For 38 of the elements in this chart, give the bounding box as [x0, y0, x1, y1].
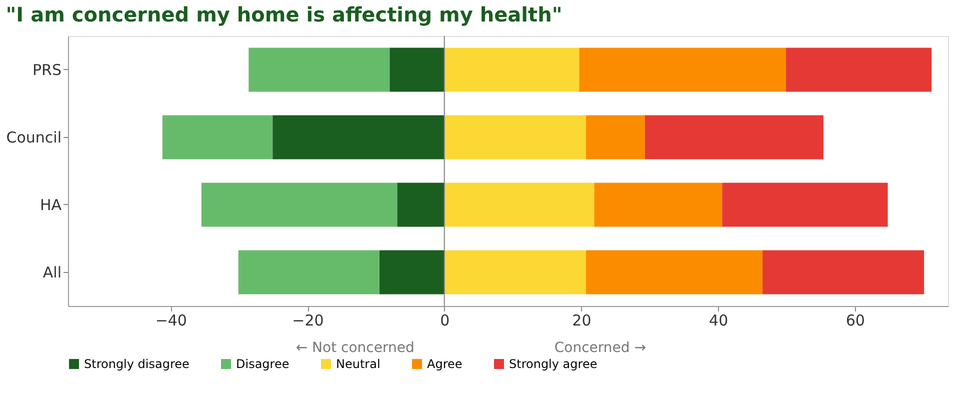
bar: [444, 48, 580, 92]
text: ← Not concerned: [296, 340, 414, 356]
bar: [379, 250, 444, 294]
chart-title: "I am concerned my home is affecting my health": [6, 2, 562, 26]
bar: [579, 48, 786, 92]
y-tick-label: All: [42, 263, 62, 282]
bar: [722, 182, 888, 227]
bar: [762, 250, 924, 294]
bar: [162, 115, 273, 160]
legend-label: Strongly agree: [509, 357, 598, 371]
y-tick-label: HA: [40, 196, 62, 214]
x-tick-label: 20: [572, 312, 592, 330]
bar: [586, 115, 645, 160]
x-tick-label: −40: [155, 312, 187, 330]
bar: [644, 115, 824, 160]
bar: [272, 115, 444, 160]
bar: [444, 182, 594, 227]
bar: [594, 182, 722, 227]
legend-label: Disagree: [236, 357, 290, 371]
legend-label: Strongly disagree: [84, 357, 190, 371]
x-tick-label: −20: [292, 312, 324, 330]
bar: [397, 182, 444, 227]
y-tick-label: PRS: [32, 60, 62, 79]
x-tick-label: 0: [440, 312, 450, 330]
y-tick-label: Council: [6, 128, 62, 146]
x-tick-label: 40: [709, 312, 728, 330]
bar: [201, 182, 398, 227]
bar: [238, 250, 380, 294]
legend-label: Neutral: [336, 357, 380, 371]
legend-label: Agree: [427, 357, 462, 371]
bar: [444, 115, 586, 160]
bar: [248, 48, 390, 92]
bar: [444, 250, 586, 294]
bar: [586, 250, 763, 294]
bar: [786, 48, 932, 92]
text: Concerned →: [554, 340, 646, 356]
x-tick-label: 60: [846, 312, 865, 330]
bar: [390, 48, 444, 92]
